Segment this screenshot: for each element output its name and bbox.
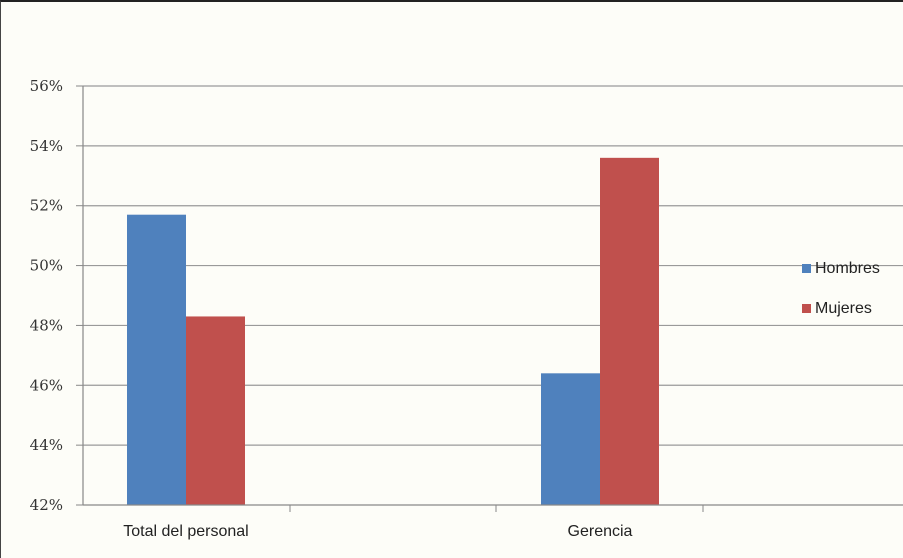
y-tick-label: 48% [30, 316, 63, 334]
y-tick-label: 42% [30, 496, 63, 514]
y-tick-labels: 42% 44% 46% 48% 50% 52% 54% 56% [30, 77, 63, 514]
x-tick-label: Gerencia [568, 523, 633, 540]
bar-mujeres-0 [186, 316, 245, 505]
bar-hombres-0 [127, 214, 186, 505]
x-tick-label: Total del personal [123, 523, 248, 540]
legend-label-mujeres: Mujeres [815, 300, 872, 317]
legend-swatch-hombres [802, 264, 811, 273]
bar-hombres-1 [541, 373, 600, 505]
y-tick-label: 46% [30, 376, 63, 394]
axes [76, 85, 903, 512]
y-tick-label: 52% [30, 197, 63, 215]
x-tick-labels: Total del personal Gerencia [123, 523, 632, 540]
gridlines [83, 85, 903, 446]
bar-mujeres-1 [600, 157, 659, 506]
legend-label-hombres: Hombres [815, 260, 880, 277]
y-tick-label: 56% [30, 77, 63, 95]
legend-swatch-mujeres [802, 304, 811, 313]
y-tick-label: 50% [30, 257, 63, 275]
bars [127, 157, 659, 506]
legend: Hombres Mujeres [802, 260, 880, 317]
y-tick-label: 44% [30, 436, 63, 454]
y-tick-label: 54% [30, 137, 63, 155]
